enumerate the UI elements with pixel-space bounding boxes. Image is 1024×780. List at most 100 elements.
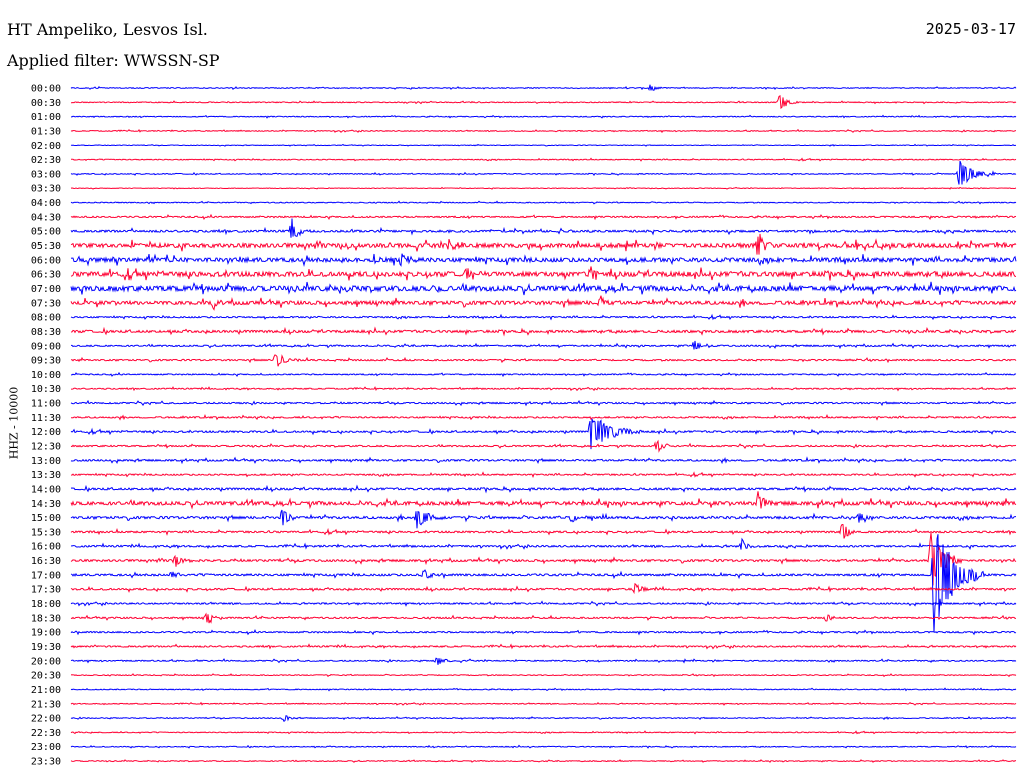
time-tick-label: 10:30 xyxy=(31,384,61,395)
time-tick-label: 01:30 xyxy=(31,126,61,137)
time-tick-label: 13:30 xyxy=(31,470,61,481)
time-tick-label: 12:00 xyxy=(31,427,61,438)
time-tick-label: 03:00 xyxy=(31,169,61,180)
time-tick-label: 07:00 xyxy=(31,284,61,295)
station-title: HT Ampeliko, Lesvos Isl. xyxy=(7,20,208,39)
time-tick-label: 21:00 xyxy=(31,685,61,696)
trace-line xyxy=(70,629,1017,636)
trace-line xyxy=(70,701,1017,706)
time-tick-label: 01:00 xyxy=(31,112,61,123)
time-tick-label: 23:00 xyxy=(31,742,61,753)
trace-line xyxy=(70,295,1017,311)
trace-line xyxy=(70,266,1017,281)
time-tick-label: 15:30 xyxy=(31,527,61,538)
time-tick-label: 17:30 xyxy=(31,585,61,596)
time-tick-label: 16:00 xyxy=(31,542,61,553)
time-tick-label: 10:00 xyxy=(31,370,61,381)
time-tick-label: 09:30 xyxy=(31,356,61,367)
trace-line xyxy=(70,439,1017,453)
trace-line xyxy=(70,399,1017,407)
trace-line xyxy=(70,537,1017,550)
trace-line xyxy=(70,687,1017,692)
trace-line xyxy=(70,657,1017,665)
trace-line xyxy=(70,612,1017,624)
trace-line xyxy=(70,491,1017,510)
time-tick-label: 22:00 xyxy=(31,714,61,725)
time-tick-label: 02:00 xyxy=(31,141,61,152)
trace-line xyxy=(70,456,1017,465)
time-tick-label: 14:00 xyxy=(31,484,61,495)
filter-label: Applied filter: WWSSN-SP xyxy=(7,51,220,70)
trace-line xyxy=(70,371,1017,378)
time-tick-label: 05:00 xyxy=(31,227,61,238)
trace-line xyxy=(70,715,1017,723)
time-tick-label: 21:30 xyxy=(31,699,61,710)
trace-line xyxy=(70,418,1017,450)
trace-line xyxy=(70,759,1017,763)
date-label: 2025-03-17 xyxy=(925,20,1016,38)
time-tick-label: 08:00 xyxy=(31,313,61,324)
time-tick-label: 22:30 xyxy=(31,728,61,739)
time-tick-label: 17:00 xyxy=(31,570,61,581)
trace-line xyxy=(70,213,1017,221)
time-tick-label: 20:00 xyxy=(31,656,61,667)
time-tick-label: 04:30 xyxy=(31,212,61,223)
trace-line xyxy=(70,200,1017,205)
trace-line xyxy=(70,186,1017,190)
time-tick-label: 19:30 xyxy=(31,642,61,653)
time-tick-label: 03:30 xyxy=(31,184,61,195)
time-tick-label: 19:00 xyxy=(31,628,61,639)
time-tick-label: 12:30 xyxy=(31,442,61,453)
trace-line xyxy=(70,114,1017,119)
trace-line xyxy=(70,128,1017,134)
time-tick-label: 02:30 xyxy=(31,155,61,166)
trace-line xyxy=(70,600,1017,607)
time-tick-label: 18:00 xyxy=(31,599,61,610)
time-tick-label: 06:30 xyxy=(31,270,61,281)
trace-line xyxy=(70,534,1017,633)
trace-line xyxy=(70,313,1017,321)
time-tick-label: 06:00 xyxy=(31,255,61,266)
trace-line xyxy=(70,673,1017,678)
trace-line xyxy=(70,471,1017,478)
time-tick-label: 00:30 xyxy=(31,98,61,109)
trace-line xyxy=(70,354,1017,367)
trace-line xyxy=(70,744,1017,749)
trace-line xyxy=(70,157,1017,162)
trace-line xyxy=(70,524,1017,539)
trace-line xyxy=(70,143,1017,147)
trace-line xyxy=(70,281,1017,296)
time-tick-label: 04:00 xyxy=(31,198,61,209)
trace-line xyxy=(70,326,1017,337)
time-tick-label: 07:30 xyxy=(31,298,61,309)
trace-line xyxy=(70,253,1017,267)
time-tick-label: 11:00 xyxy=(31,399,61,410)
time-tick-label: 14:30 xyxy=(31,499,61,510)
time-tick-label: 16:30 xyxy=(31,556,61,567)
trace-line xyxy=(70,233,1017,255)
trace-line xyxy=(70,484,1017,494)
time-tick-label: 13:00 xyxy=(31,456,61,467)
trace-line xyxy=(70,730,1017,735)
time-tick-label: 18:30 xyxy=(31,613,61,624)
time-tick-label: 08:30 xyxy=(31,327,61,338)
trace-line xyxy=(70,340,1017,350)
time-tick-label: 11:30 xyxy=(31,413,61,424)
time-tick-label: 23:30 xyxy=(31,757,61,768)
trace-line xyxy=(70,218,1017,238)
trace-line xyxy=(70,386,1017,392)
time-tick-label: 09:00 xyxy=(31,341,61,352)
time-tick-label: 15:00 xyxy=(31,513,61,524)
trace-line xyxy=(70,643,1017,650)
trace-line xyxy=(70,160,1017,185)
time-tick-label: 00:00 xyxy=(31,84,61,95)
trace-line xyxy=(70,532,1017,586)
trace-line xyxy=(70,84,1017,91)
trace-line xyxy=(70,582,1017,595)
time-tick-label: 05:30 xyxy=(31,241,61,252)
time-tick-label: 20:30 xyxy=(31,671,61,682)
trace-line xyxy=(71,94,1017,110)
trace-line xyxy=(70,413,1017,421)
trace-line xyxy=(70,509,1017,529)
